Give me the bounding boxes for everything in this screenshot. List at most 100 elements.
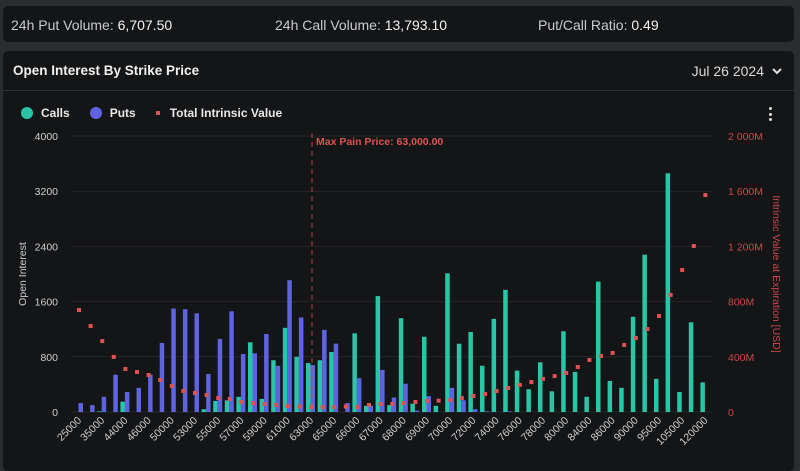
legend-intrinsic[interactable]: Total Intrinsic Value [155, 106, 282, 120]
intrinsic-points [77, 193, 708, 410]
put-call-ratio-stat: Put/Call Ratio: 0.49 [538, 17, 659, 33]
call-bar [654, 378, 659, 412]
chart-legend: Calls Puts Total Intrinsic Value [21, 106, 302, 120]
intrinsic-point [680, 267, 685, 272]
intrinsic-point [413, 400, 418, 405]
call-bar [700, 382, 705, 412]
call-bar [201, 409, 207, 412]
call-bar [387, 405, 392, 412]
x-tick-label: 66000 [333, 415, 362, 444]
intrinsic-point [204, 393, 209, 398]
call-bar [561, 331, 566, 412]
panel-title: Open Interest By Strike Price [13, 63, 200, 78]
intrinsic-point [100, 339, 105, 344]
x-tick-label: 70000 [426, 415, 455, 444]
call-bar [584, 396, 589, 412]
put-call-ratio-value: 0.49 [631, 17, 659, 33]
put-bar [240, 354, 246, 412]
put-volume-label: 24h Put Volume: [11, 17, 114, 33]
stats-bar: 24h Put Volume: 6,707.50 24h Call Volume… [3, 6, 794, 42]
intrinsic-point [169, 384, 174, 389]
put-bar [380, 369, 385, 412]
put-bar [148, 374, 153, 412]
put-bar [124, 391, 130, 412]
intrinsic-point [88, 324, 93, 329]
x-tick-label: 67000 [357, 415, 386, 444]
intrinsic-point [320, 405, 325, 410]
x-tick-label: 63000 [287, 415, 316, 444]
y-tick-label: 2400 [35, 241, 59, 253]
intrinsic-point [378, 401, 383, 406]
call-bar [410, 403, 415, 412]
call-bar [468, 331, 473, 412]
call-bar [97, 411, 102, 412]
y-tick-label: 0 [52, 407, 58, 419]
call-bar [456, 343, 462, 412]
legend-puts[interactable]: Puts [89, 106, 136, 120]
intrinsic-point [158, 377, 163, 382]
put-bar [287, 280, 292, 412]
intrinsic-point [146, 373, 151, 378]
intrinsic-point [123, 366, 128, 371]
call-bar [352, 333, 357, 412]
y2-tick-label: 1 200M [728, 241, 763, 253]
x-tick-label: 35000 [78, 415, 107, 444]
call-bar [398, 318, 404, 412]
chevron-down-icon[interactable] [770, 64, 784, 78]
intrinsic-point [111, 354, 116, 359]
put-bar [368, 405, 373, 412]
y-tick-label: 1600 [35, 297, 59, 309]
grid-lines [72, 135, 712, 413]
intrinsic-point [575, 365, 580, 370]
call-volume-value: 13,793.10 [384, 17, 448, 33]
y-tick-label: 4000 [35, 131, 59, 143]
intrinsic-point [622, 342, 627, 347]
call-bar [572, 371, 578, 412]
intrinsic-point [285, 403, 290, 408]
intrinsic-point [517, 382, 522, 387]
intrinsic-point [332, 405, 337, 410]
call-bar [248, 342, 253, 412]
intrinsic-swatch-icon [155, 111, 160, 115]
intrinsic-point [193, 390, 197, 395]
legend-calls-label: Calls [41, 106, 70, 120]
call-bar [677, 391, 682, 412]
intrinsic-point [390, 401, 395, 406]
x-tick-label: 86000 [589, 415, 618, 444]
x-tick-label: 69000 [403, 415, 432, 444]
call-bar [294, 356, 299, 412]
intrinsic-point [564, 370, 569, 375]
intrinsic-point [494, 389, 499, 394]
y-tick-label: 800 [40, 352, 58, 364]
more-vertical-icon[interactable] [768, 107, 774, 125]
expiry-date-select[interactable]: Jul 26 2024 [691, 63, 764, 79]
put-bar [275, 365, 281, 412]
intrinsic-point [506, 385, 511, 390]
y2-axis-label: Intrinsic Value at Expiration [USD] [770, 195, 782, 352]
put-bar [298, 317, 304, 412]
x-tick-label: 61000 [264, 415, 293, 444]
y-axis-left: 0 800 1600 2400 3200 4000 [35, 131, 59, 419]
y2-tick-label: 400M [728, 352, 754, 364]
intrinsic-point [610, 350, 615, 355]
call-volume-stat: 24h Call Volume: 13,793.10 [275, 17, 447, 33]
put-bar [310, 365, 315, 412]
intrinsic-point [77, 308, 81, 313]
put-bar [182, 309, 188, 412]
legend-calls[interactable]: Calls [21, 106, 70, 120]
intrinsic-point [343, 404, 348, 409]
bars [78, 173, 705, 412]
call-bar [549, 391, 555, 412]
call-bar [213, 400, 218, 412]
call-bar [503, 289, 508, 412]
put-bar [101, 396, 107, 412]
call-bar [306, 363, 311, 412]
call-bar [538, 362, 543, 412]
put-bar [461, 400, 466, 412]
max-pain-label: Max Pain Price: 63,000.00 [316, 136, 443, 148]
intrinsic-point [703, 193, 708, 198]
y2-tick-label: 0 [728, 407, 734, 419]
intrinsic-point [239, 400, 244, 405]
panel-divider [3, 90, 794, 91]
intrinsic-point [691, 243, 696, 248]
